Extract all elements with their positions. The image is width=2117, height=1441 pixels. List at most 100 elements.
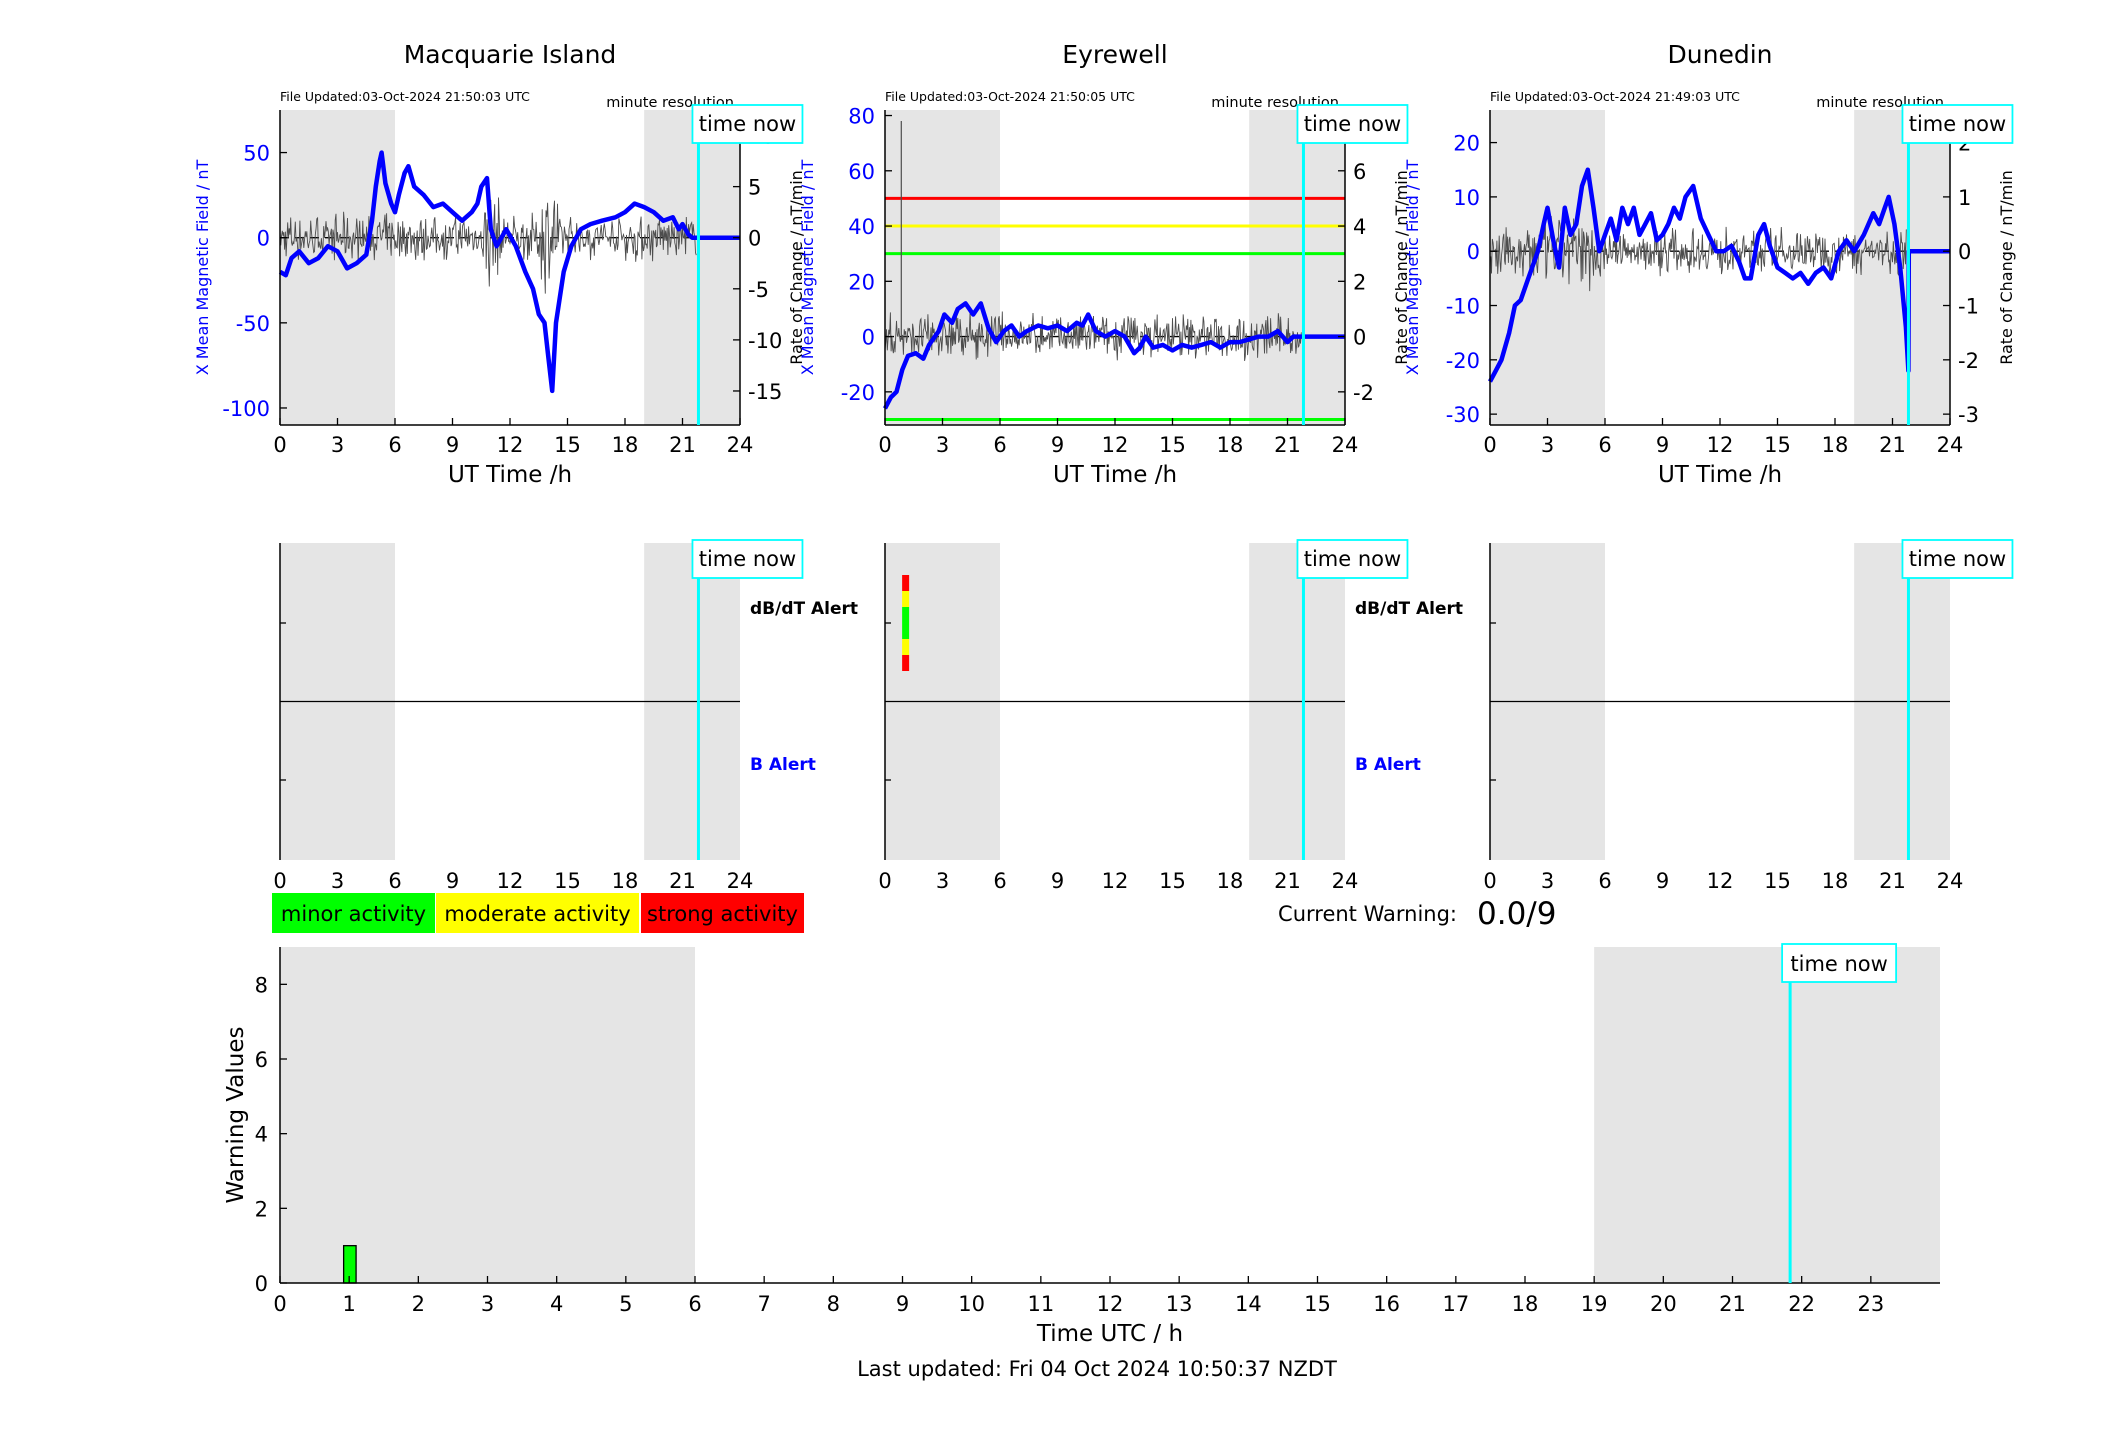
- x-tick-label: 9: [1051, 433, 1064, 457]
- alert-x-tick-label: 0: [878, 869, 891, 893]
- alert-x-tick-label: 18: [1822, 869, 1849, 893]
- x-tick-label: 18: [612, 433, 639, 457]
- warning-y-tick-label: 4: [255, 1123, 268, 1147]
- warning-y-tick-label: 2: [255, 1197, 268, 1221]
- y2-tick-label: 5: [748, 176, 761, 200]
- y-tick-label: -30: [1446, 403, 1480, 427]
- magnetic-field-trace: [278, 150, 740, 394]
- y2-tick-label: -1: [1958, 295, 1979, 319]
- warning-x-tick-label: 19: [1581, 1292, 1608, 1316]
- x-tick-label: 12: [1707, 433, 1734, 457]
- dbdt-alert-segment: [902, 607, 910, 623]
- y2-tick-label: -5: [748, 278, 769, 302]
- current-warning-label: Current Warning:: [1278, 902, 1457, 926]
- warning-x-tick-label: 0: [273, 1292, 286, 1316]
- activity-legend: minor activity moderate activity strong ac…: [272, 893, 804, 933]
- time-now-label: time now: [1304, 112, 1401, 136]
- y-axis-label-right: Rate of Change / nT/min: [1392, 170, 1411, 365]
- x-axis-label: UT Time /h: [1658, 462, 1782, 488]
- x-tick-label: 15: [1159, 433, 1186, 457]
- y2-tick-label: 0: [748, 227, 761, 251]
- warning-x-tick-label: 15: [1304, 1292, 1331, 1316]
- y-tick-label: 0: [257, 227, 270, 251]
- file-updated: File Updated:03-Oct-2024 21:50:05 UTC: [885, 89, 1135, 104]
- x-axis-label: UT Time /h: [1053, 462, 1177, 488]
- y-tick-label: 0: [862, 326, 875, 350]
- y-tick-label: 40: [848, 215, 875, 239]
- y-tick-label: 20: [1453, 132, 1480, 156]
- warning-x-tick-label: 22: [1788, 1292, 1815, 1316]
- time-now-label: time now: [1790, 952, 1887, 976]
- alert-x-tick-label: 21: [1879, 869, 1906, 893]
- warning-x-tick-label: 12: [1097, 1292, 1124, 1316]
- x-tick-label: 6: [388, 433, 401, 457]
- alert-x-tick-label: 9: [446, 869, 459, 893]
- warning-x-tick-label: 8: [827, 1292, 840, 1316]
- y-tick-label: 0: [1467, 240, 1480, 264]
- legend-label-minor: minor activity: [281, 902, 426, 926]
- x-tick-label: 24: [1937, 433, 1964, 457]
- alert-x-tick-label: 21: [1274, 869, 1301, 893]
- magnetic-field-trace: [1488, 167, 1950, 383]
- night-shade: [280, 947, 695, 1283]
- dbdt-alert-segment: [902, 623, 910, 639]
- warning-x-tick-label: 17: [1442, 1292, 1469, 1316]
- alert-x-tick-label: 3: [936, 869, 949, 893]
- time-now-box: [1901, 104, 2014, 144]
- y2-tick-label: 0: [1958, 240, 1971, 264]
- rate-of-change-trace: [279, 197, 697, 294]
- warning-x-tick-label: 6: [688, 1292, 701, 1316]
- station-panel-0: Macquarie Island File Updated:03-Oct-2024…: [193, 40, 858, 893]
- time-now-box: [1296, 104, 1409, 144]
- y2-tick-label: -2: [1353, 381, 1374, 405]
- warning-x-tick-label: 1: [342, 1292, 355, 1316]
- alert-x-tick-label: 21: [669, 869, 696, 893]
- x-tick-label: 24: [727, 433, 754, 457]
- warning-x-tick-label: 20: [1650, 1292, 1677, 1316]
- night-shade: [280, 110, 395, 425]
- warning-x-tick-label: 5: [619, 1292, 632, 1316]
- alert-x-tick-label: 6: [1598, 869, 1611, 893]
- time-now-label: time now: [699, 547, 796, 571]
- warning-x-tick-label: 14: [1235, 1292, 1262, 1316]
- x-tick-label: 21: [1879, 433, 1906, 457]
- x-tick-label: 0: [1483, 433, 1496, 457]
- night-shade: [1594, 947, 1940, 1283]
- y-tick-label: 10: [1453, 186, 1480, 210]
- station-title: Eyrewell: [1062, 40, 1167, 69]
- y-tick-label: 80: [848, 105, 875, 129]
- time-now-box: [1296, 539, 1409, 579]
- x-tick-label: 3: [936, 433, 949, 457]
- legend-label-strong: strong activity: [647, 902, 798, 926]
- alert-x-tick-label: 12: [497, 869, 524, 893]
- file-updated: File Updated:03-Oct-2024 21:49:03 UTC: [1490, 89, 1740, 104]
- station-panel-1: Eyrewell File Updated:03-Oct-2024 21:50:0…: [798, 40, 1463, 893]
- y2-tick-label: 2: [1353, 270, 1366, 294]
- y-tick-label: -50: [236, 312, 270, 336]
- y2-tick-label: -15: [748, 380, 782, 404]
- alert-x-tick-label: 24: [1332, 869, 1359, 893]
- x-tick-label: 0: [273, 433, 286, 457]
- y-tick-label: 20: [848, 270, 875, 294]
- night-shade: [1249, 110, 1345, 425]
- dbdt-alert-segment: [902, 591, 910, 607]
- warning-x-tick-label: 11: [1027, 1292, 1054, 1316]
- alert-x-tick-label: 3: [331, 869, 344, 893]
- night-shade: [885, 110, 1000, 425]
- warning-x-tick-label: 16: [1373, 1292, 1400, 1316]
- warning-y-tick-label: 0: [255, 1272, 268, 1296]
- x-tick-label: 0: [878, 433, 891, 457]
- alert-x-tick-label: 18: [1217, 869, 1244, 893]
- alert-x-tick-label: 24: [1937, 869, 1964, 893]
- dbdt-alert-label: dB/dT Alert: [1355, 599, 1463, 619]
- warning-x-tick-label: 18: [1512, 1292, 1539, 1316]
- y-axis-label-left: X Mean Magnetic Field / nT: [1403, 160, 1422, 376]
- station-title: Dunedin: [1668, 40, 1773, 69]
- y-axis-label-right: Rate of Change / nT/min: [1997, 170, 2016, 365]
- warning-x-axis-label: Time UTC / h: [1036, 1321, 1183, 1347]
- dbdt-alert-segment: [902, 639, 910, 655]
- x-tick-label: 6: [993, 433, 1006, 457]
- warning-x-tick-label: 23: [1857, 1292, 1884, 1316]
